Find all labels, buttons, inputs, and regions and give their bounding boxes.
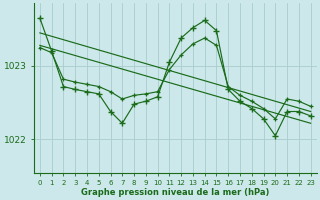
- X-axis label: Graphe pression niveau de la mer (hPa): Graphe pression niveau de la mer (hPa): [81, 188, 269, 197]
